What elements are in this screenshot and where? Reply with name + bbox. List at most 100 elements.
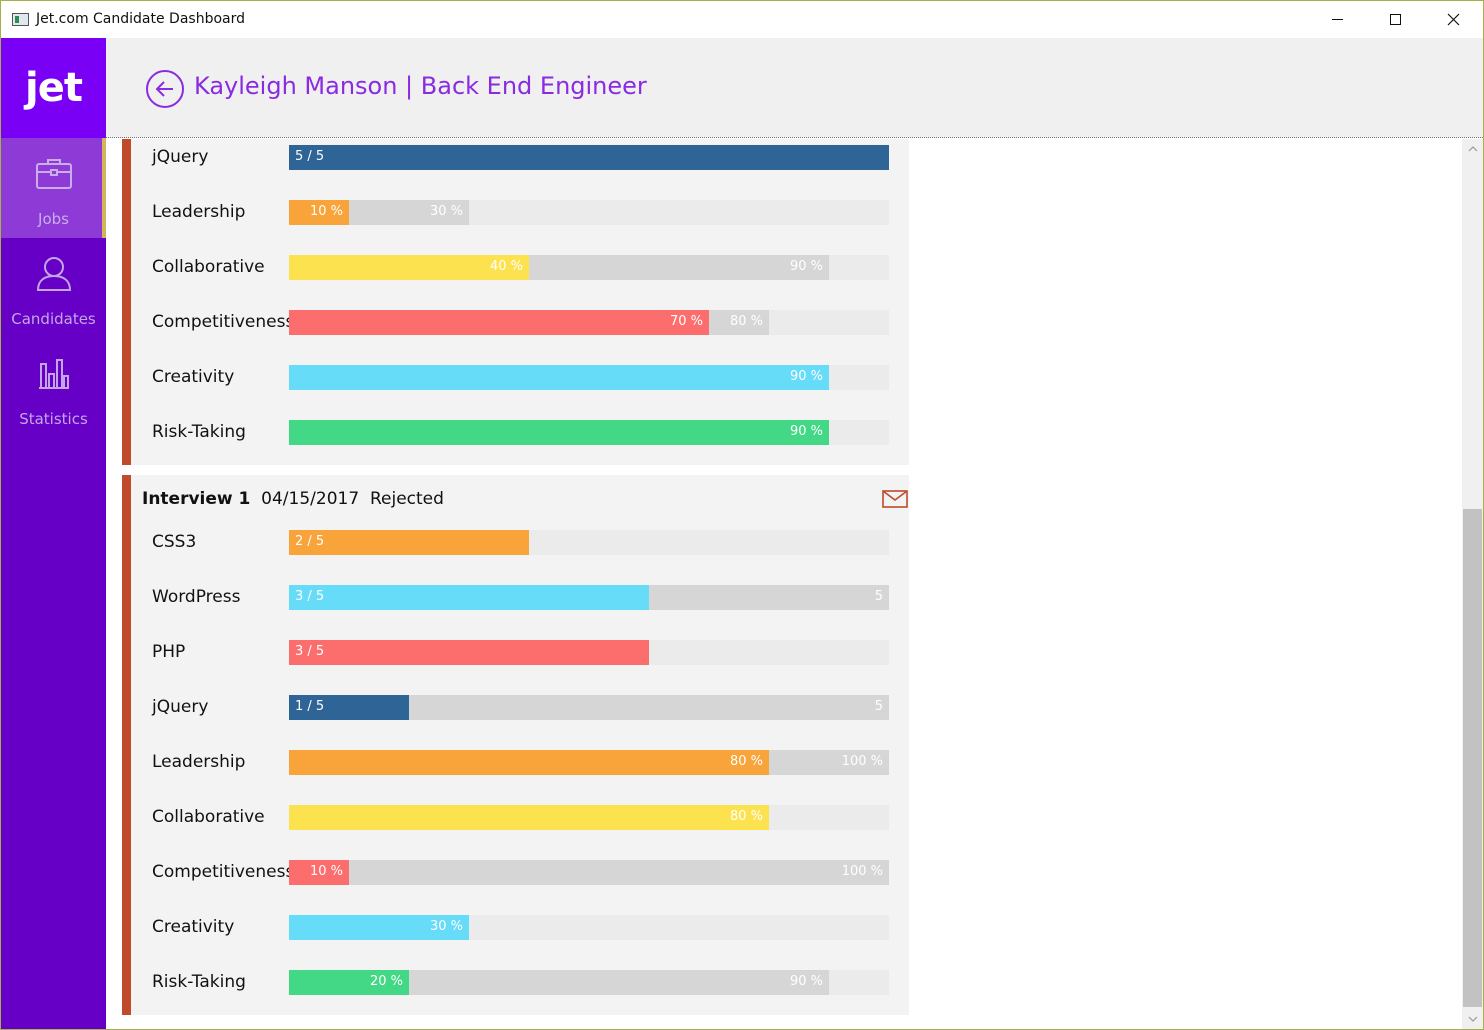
- rating-value-text: 40 %: [489, 259, 523, 274]
- scroll-thumb[interactable]: [1463, 509, 1482, 1007]
- window-title: Jet.com Candidate Dashboard: [36, 11, 246, 27]
- rating-track: 3 / 5: [289, 640, 889, 665]
- interview-date: 04/15/2017: [261, 489, 360, 509]
- rating-track: 80 % 70 %: [289, 310, 889, 335]
- rating-range-text: 80 %: [729, 314, 763, 329]
- rating-track: 5 / 5: [289, 145, 889, 170]
- rating-fill-bar: 10 %: [289, 200, 349, 225]
- rating-fill-bar: 2 / 5: [289, 530, 529, 555]
- interview-list: jQuery 5 / 5 Leadership 30 % 10 % Collaborati…: [106, 139, 1462, 1029]
- rating-track: 90 % 20 %: [289, 970, 889, 995]
- rating-row: jQuery 5 / 5: [131, 145, 909, 171]
- rating-label: Leadership: [152, 202, 246, 222]
- rating-fill-bar: 80 %: [289, 750, 769, 775]
- app-icon: [12, 13, 29, 26]
- rating-label: jQuery: [152, 697, 209, 717]
- email-button[interactable]: [882, 490, 908, 512]
- rating-fill-bar: 30 %: [289, 915, 469, 940]
- rating-fill-bar: 5 / 5: [289, 145, 889, 170]
- scroll-up-button[interactable]: [1462, 139, 1483, 159]
- rating-label: Competitiveness: [152, 312, 295, 332]
- mail-icon: [882, 490, 908, 508]
- rating-track: 100 % 80 %: [289, 750, 889, 775]
- chevron-up-icon: [1468, 146, 1477, 152]
- rating-fill-bar: 90 %: [289, 420, 829, 445]
- interview-card: jQuery 5 / 5 Leadership 30 % 10 % Collaborati…: [122, 139, 909, 465]
- rating-value-text: 30 %: [429, 919, 463, 934]
- rating-value-text: 2 / 5: [295, 534, 325, 549]
- rating-value-text: 80 %: [729, 754, 763, 769]
- rating-range-text: 30 %: [429, 204, 463, 219]
- rating-fill-bar: 70 %: [289, 310, 709, 335]
- vertical-scrollbar[interactable]: [1462, 139, 1483, 1029]
- rating-label: Collaborative: [152, 807, 265, 827]
- rating-range-text: 100 %: [841, 864, 883, 879]
- rating-fill-bar: 1 / 5: [289, 695, 409, 720]
- rating-value-text: 10 %: [309, 204, 343, 219]
- sidebar-item-label: Jobs: [38, 210, 69, 228]
- rating-row: CSS3 2 / 5: [131, 530, 909, 556]
- rating-label: CSS3: [152, 532, 197, 552]
- rating-track: 90 %: [289, 365, 889, 390]
- back-button[interactable]: [146, 70, 184, 108]
- sidebar-item-label: Statistics: [19, 410, 88, 428]
- rating-track: 90 %: [289, 420, 889, 445]
- back-arrow-icon: [155, 81, 173, 97]
- rating-fill-bar: 90 %: [289, 365, 829, 390]
- scroll-down-button[interactable]: [1462, 1009, 1483, 1029]
- sidebar-item-statistics[interactable]: Statistics: [1, 338, 106, 438]
- maximize-icon: [1389, 14, 1401, 25]
- rating-label: WordPress: [152, 587, 241, 607]
- rating-track: 100 % 10 %: [289, 860, 889, 885]
- rating-fill-bar: 3 / 5: [289, 640, 649, 665]
- rating-fill-bar: 3 / 5: [289, 585, 649, 610]
- title-bar: Jet.com Candidate Dashboard: [1, 1, 1483, 38]
- rating-range-text: 5: [874, 589, 883, 604]
- rating-track: 2 / 5: [289, 530, 889, 555]
- interview-title: Interview 1: [142, 489, 251, 509]
- chevron-down-icon: [1468, 1016, 1477, 1022]
- bar-chart-icon: [38, 359, 69, 389]
- rating-row: Collaborative 90 % 40 %: [131, 255, 909, 281]
- jet-logo[interactable]: jet: [1, 38, 106, 138]
- rating-track: 5 1 / 5: [289, 695, 889, 720]
- rating-value-text: 90 %: [789, 424, 823, 439]
- close-icon: [1447, 13, 1459, 26]
- close-button[interactable]: [1424, 1, 1482, 38]
- rating-value-text: 80 %: [729, 809, 763, 824]
- rating-track: 5 3 / 5: [289, 585, 889, 610]
- rating-row: PHP 3 / 5: [131, 640, 909, 666]
- rating-row: Collaborative 80 %: [131, 805, 909, 831]
- rating-range-bar: 100 %: [289, 860, 889, 885]
- rating-label: PHP: [152, 642, 186, 662]
- rating-label: Creativity: [152, 917, 235, 937]
- rating-label: Collaborative: [152, 257, 265, 277]
- interview-card: Interview 1 04/15/2017 Rejected CSS3 2 / …: [122, 475, 909, 1015]
- rating-range-text: 90 %: [789, 259, 823, 274]
- rating-row: Creativity 30 %: [131, 915, 909, 941]
- rating-value-text: 90 %: [789, 369, 823, 384]
- rating-row: Creativity 90 %: [131, 365, 909, 391]
- rating-value-text: 10 %: [309, 864, 343, 879]
- rating-row: Competitiveness 100 % 10 %: [131, 860, 909, 886]
- sidebar-item-jobs[interactable]: Jobs: [1, 138, 106, 238]
- rating-label: Competitiveness: [152, 862, 295, 882]
- rating-range-text: 5: [874, 699, 883, 714]
- rating-range-text: 100 %: [841, 754, 883, 769]
- sidebar: jet Jobs Candidates: [1, 38, 106, 1029]
- minimize-icon: [1331, 19, 1343, 20]
- rating-track: 30 % 10 %: [289, 200, 889, 225]
- minimize-button[interactable]: [1308, 1, 1366, 38]
- maximize-button[interactable]: [1366, 1, 1424, 38]
- sidebar-item-candidates[interactable]: Candidates: [1, 238, 106, 338]
- rating-row: Competitiveness 80 % 70 %: [131, 310, 909, 336]
- rating-fill-bar: 40 %: [289, 255, 529, 280]
- rating-fill-bar: 10 %: [289, 860, 349, 885]
- rating-label: Leadership: [152, 752, 246, 772]
- rating-track: 30 %: [289, 915, 889, 940]
- rating-value-text: 20 %: [369, 974, 403, 989]
- rating-range-text: 90 %: [789, 974, 823, 989]
- rating-value-text: 70 %: [669, 314, 703, 329]
- person-icon: [36, 257, 71, 291]
